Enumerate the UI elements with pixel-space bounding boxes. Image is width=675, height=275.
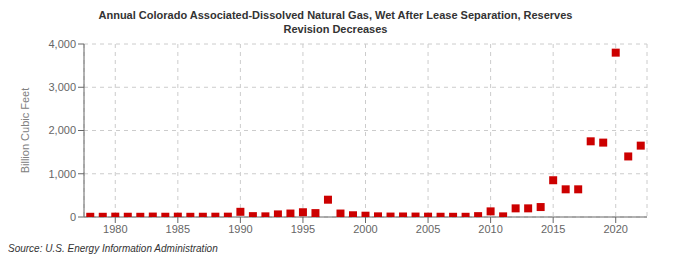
svg-text:2005: 2005 <box>416 223 440 235</box>
svg-text:0: 0 <box>70 211 76 223</box>
svg-text:2,000: 2,000 <box>48 124 76 136</box>
svg-text:3,000: 3,000 <box>48 81 76 93</box>
svg-text:4,000: 4,000 <box>48 38 76 50</box>
svg-text:1995: 1995 <box>291 223 315 235</box>
svg-text:2010: 2010 <box>478 223 502 235</box>
svg-text:1990: 1990 <box>228 223 252 235</box>
html-text:Revision Decreases: Revision Decreases <box>283 23 388 35</box>
svg-text:Billion Cubic Feet: Billion Cubic Feet <box>19 88 31 174</box>
svg-text:2000: 2000 <box>353 223 377 235</box>
svg-text:1980: 1980 <box>103 223 127 235</box>
html-text:Source: U.S. Energy Informatio: Source: U.S. Energy Information Administ… <box>8 243 218 254</box>
svg-text:2015: 2015 <box>541 223 565 235</box>
svg-text:2020: 2020 <box>603 223 627 235</box>
svg-text:1985: 1985 <box>166 223 190 235</box>
svg-text:1,000: 1,000 <box>48 168 76 180</box>
html-text:Annual Colorado Associated-Dis: Annual Colorado Associated-Dissolved Nat… <box>98 9 573 21</box>
